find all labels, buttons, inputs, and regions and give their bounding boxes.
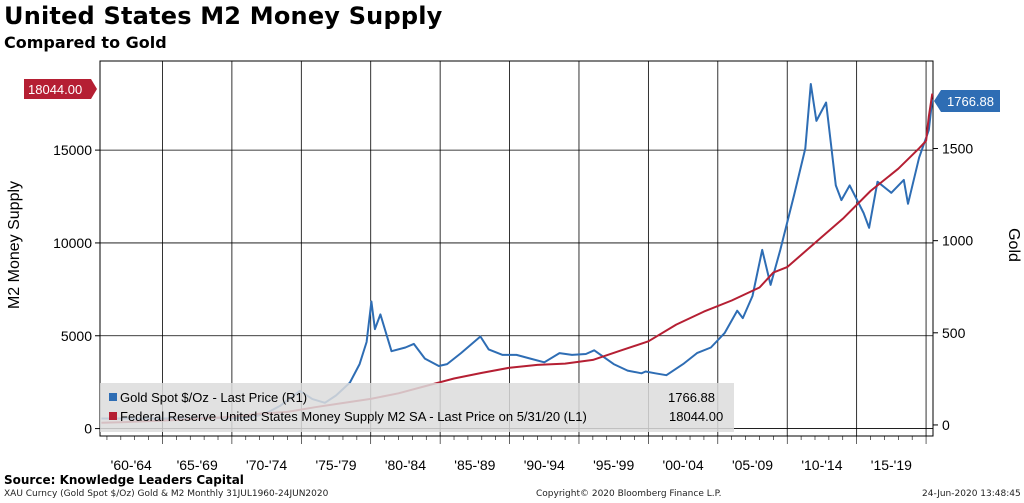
x-axis-ticks: '60-'64 '65-'69 '70-'74 '75-'79 '80-'84 '85-'… <box>106 436 927 473</box>
footer-copyright: Copyright© 2020 Bloomberg Finance L.P. <box>536 489 722 499</box>
left-axis-ticks: 0 5000 10000 15000 <box>53 142 100 437</box>
legend-gold-swatch <box>109 393 117 401</box>
x-tick-label: '85-'89 <box>454 457 495 473</box>
x-tick-label: '60-'64 <box>111 457 152 473</box>
x-tick-label: '05-'09 <box>732 457 773 473</box>
left-tick-label: 0 <box>84 421 92 437</box>
gold-price-line <box>101 83 934 420</box>
x-tick-label: '80-'84 <box>385 457 426 473</box>
legend-gold-label: Gold Spot $/Oz - Last Price (R1) <box>120 390 307 405</box>
left-tick-label: 15000 <box>53 142 92 158</box>
right-tick-label: 1000 <box>942 233 973 249</box>
source-note: Source: Knowledge Leaders Capital <box>4 473 244 487</box>
left-axis-label: M2 Money Supply <box>6 181 23 309</box>
right-last-value-flag: 1766.88 <box>934 90 1000 112</box>
right-last-value: 1766.88 <box>947 94 994 109</box>
m2-money-supply-line <box>101 93 934 424</box>
legend-m2-label: Federal Reserve United States Money Supp… <box>120 409 587 424</box>
x-tick-label: '65-'69 <box>177 457 218 473</box>
right-tick-label: 0 <box>942 417 950 433</box>
legend-m2-value: 18044.00 <box>669 409 723 424</box>
plot-frame <box>99 60 934 437</box>
left-tick-label: 5000 <box>61 328 92 344</box>
legend: Gold Spot $/Oz - Last Price (R1) 1766.88… <box>100 383 734 432</box>
page-subtitle: Compared to Gold <box>4 33 167 52</box>
x-tick-label: '10-'14 <box>801 457 842 473</box>
right-axis-label: Gold <box>1005 228 1022 262</box>
page-title: United States M2 Money Supply <box>4 2 443 30</box>
right-axis-ticks: 0 500 1000 1500 <box>933 141 973 433</box>
left-last-value: 18044.00 <box>28 82 82 97</box>
footer-timestamp: 24-Jun-2020 13:48:45 <box>922 489 1021 499</box>
x-tick-label: '00-'04 <box>663 457 704 473</box>
grid-lines <box>100 61 933 436</box>
x-tick-label: '15-'19 <box>871 457 912 473</box>
legend-gold-value: 1766.88 <box>668 390 715 405</box>
x-tick-label: '70-'74 <box>246 457 287 473</box>
footer-left: XAU Curncy (Gold Spot $/Oz) Gold & M2 Mo… <box>4 489 329 499</box>
series-lines <box>101 83 934 424</box>
x-tick-label: '75-'79 <box>315 457 356 473</box>
legend-m2-swatch <box>109 412 117 420</box>
right-tick-label: 500 <box>942 325 966 341</box>
x-tick-label: '95-'99 <box>593 457 634 473</box>
x-tick-label: '90-'94 <box>524 457 565 473</box>
right-tick-label: 1500 <box>942 141 973 157</box>
left-tick-label: 10000 <box>53 235 92 251</box>
left-last-value-flag: 18044.00 <box>24 79 97 99</box>
